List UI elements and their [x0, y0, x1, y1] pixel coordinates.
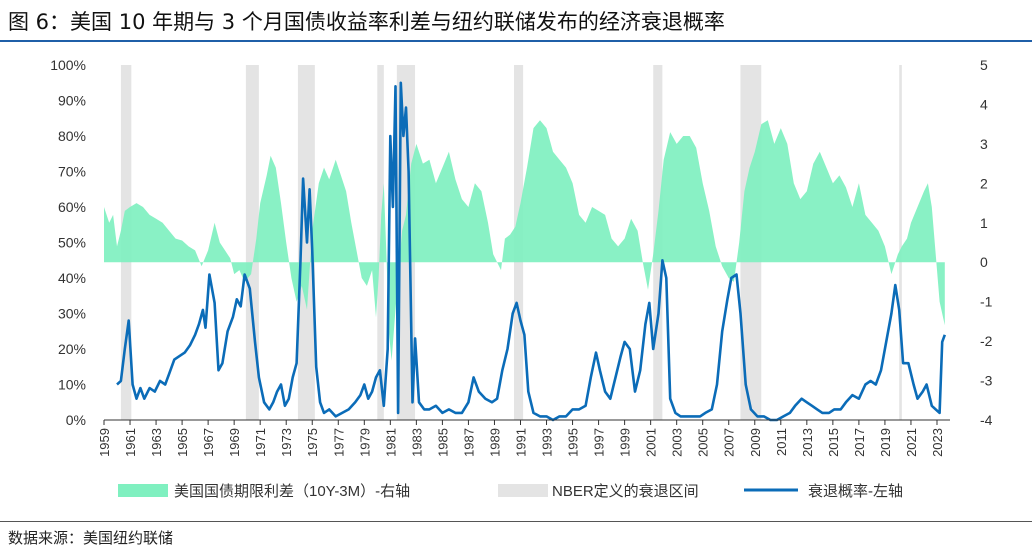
x-tick-label: 1987: [461, 428, 476, 457]
x-tick-label: 1961: [123, 428, 138, 457]
y-left-tick-label: 10%: [58, 377, 86, 393]
y-left-tick-label: 40%: [58, 270, 86, 286]
y-left-tick-label: 30%: [58, 306, 86, 322]
y-right-tick-label: 1: [980, 215, 988, 231]
y-right-tick-label: -3: [980, 373, 993, 389]
y-left-tick-label: 100%: [50, 57, 86, 73]
y-left-tick-label: 0%: [66, 412, 86, 428]
y-right-tick-label: -1: [980, 294, 993, 310]
y-right-tick-label: 0: [980, 254, 988, 270]
x-tick-label: 2001: [644, 428, 659, 457]
y-right-tick-label: 5: [980, 57, 988, 73]
x-tick-label: 1965: [175, 428, 190, 457]
y-left-tick-label: 80%: [58, 128, 86, 144]
y-left-tick-label: 90%: [58, 93, 86, 109]
y-left-tick-label: 60%: [58, 199, 86, 215]
x-tick-label: 1989: [487, 428, 502, 457]
x-tick-label: 1979: [357, 428, 372, 457]
x-tick-label: 1973: [279, 428, 294, 457]
y-left-tick-label: 20%: [58, 341, 86, 357]
axes: 0% 10% 20% 30% 40% 50% 60% 70% 80% 90% 100% -4 -3 -2 -…: [50, 57, 992, 457]
y-right-tick-label: 3: [980, 136, 988, 152]
x-tick-label: 1967: [201, 428, 216, 457]
y-left-tick-label: 70%: [58, 164, 86, 180]
x-tick-label: 2019: [878, 428, 893, 457]
x-tick-label: 1991: [513, 428, 528, 457]
y-right-tick-label: -2: [980, 333, 993, 349]
x-tick-label: 1959: [97, 428, 112, 457]
legend-label-spread: 美国国债期限利差（10Y-3M）-右轴: [174, 483, 410, 500]
y-right-tick-label: -4: [980, 412, 993, 428]
y-left-tick-label: 50%: [58, 235, 86, 251]
probability-line: [116, 81, 947, 422]
x-tick-label: 2015: [826, 428, 841, 457]
recession-band: [899, 65, 902, 420]
source-divider: [0, 521, 1032, 522]
x-tick-label: 1997: [592, 428, 607, 457]
chart-svg: 0% 10% 20% 30% 40% 50% 60% 70% 80% 90% 100% -4 -3 -2 -…: [50, 57, 992, 500]
legend-swatch-recession: [498, 484, 548, 497]
x-tick-label: 2017: [852, 428, 867, 457]
x-tick-label: 2007: [722, 428, 737, 457]
source-note: 数据来源：美国纽约联储: [8, 529, 174, 547]
y-right-tick-label: 4: [980, 96, 988, 112]
x-tick-label: 1999: [618, 428, 633, 457]
legend-swatch-spread: [118, 484, 168, 497]
x-tick-label: 1977: [331, 428, 346, 457]
x-tick-label: 2013: [800, 428, 815, 457]
x-tick-label: 1983: [409, 428, 424, 457]
legend-label-recession: NBER定义的衰退区间: [552, 483, 699, 500]
spread-area: [104, 120, 945, 361]
x-tick-label: 2011: [774, 428, 789, 456]
x-tick-label: 2021: [904, 428, 919, 457]
x-tick-label: 2009: [748, 428, 763, 457]
x-tick-label: 1975: [305, 428, 320, 457]
recession-band: [245, 65, 259, 420]
spread-area-layer: [104, 120, 945, 361]
x-tick-label: 1971: [253, 428, 268, 457]
x-tick-label: 1995: [566, 428, 581, 457]
x-tick-label: 2023: [930, 428, 945, 457]
x-tick-label: 1963: [149, 428, 164, 457]
probability-line-layer: [116, 81, 947, 422]
x-tick-label: 1981: [383, 428, 398, 457]
x-tick-label: 1993: [540, 428, 555, 457]
legend: 美国国债期限利差（10Y-3M）-右轴 NBER定义的衰退区间 衰退概率-左轴: [118, 483, 903, 500]
y-right-tick-label: 2: [980, 175, 988, 191]
x-tick-label: 1985: [435, 428, 450, 457]
legend-label-probability: 衰退概率-左轴: [808, 483, 903, 500]
x-tick-label: 2003: [670, 428, 685, 457]
chart-title: 图 6：美国 10 年期与 3 个月国债收益率利差与纽约联储发布的经济衰退概率: [8, 10, 725, 34]
title-divider: [0, 40, 1032, 42]
x-tick-label: 2005: [696, 428, 711, 457]
x-tick-label: 1969: [227, 428, 242, 457]
